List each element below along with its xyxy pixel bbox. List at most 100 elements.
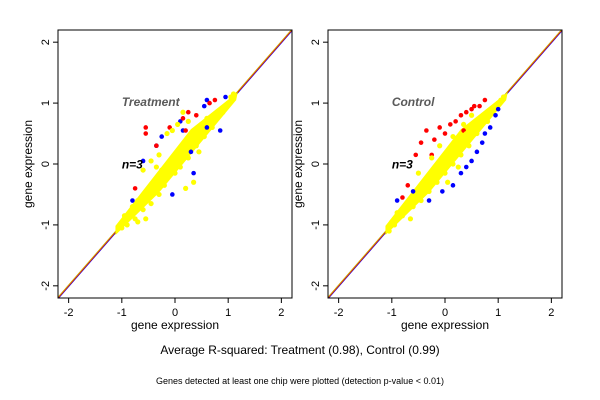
control-y-tick-label: -2 [310,281,322,291]
treatment-y-tick-label: 0 [40,161,52,167]
treatment-red-point [193,112,199,118]
treatment-yellow-point [209,124,215,131]
treatment-yellow-point [201,133,207,140]
treatment-yellow-point [119,225,125,231]
control-blue-point [469,158,474,164]
treatment-red-point [183,128,188,133]
treatment-yellow-point [191,179,197,185]
control-yellow-point [500,94,507,100]
treatment-yellow-point [151,179,157,185]
control-blue-point [493,112,498,118]
treatment-yellow-point [167,161,173,167]
control-yellow-point [431,167,437,173]
control-y-axis-label: gene expression [291,120,305,208]
control-panel: -2 -1 0 1 2 -2 -1 0 1 2 gene expression gene expres… [291,29,563,332]
control-red-point [477,103,482,109]
control-yellow-point [439,158,445,164]
treatment-yellow-point [129,204,136,210]
treatment-yellow-point [153,164,159,170]
treatment-yellow-point [175,152,181,158]
control-yellow-point [466,143,472,149]
control-y-tick-label: 1 [310,100,322,106]
treatment-yellow-point [185,118,191,124]
control-red-point [424,128,429,133]
treatment-yellow-point [183,185,189,191]
control-yellow-point [418,197,424,204]
treatment-blue-point [204,125,210,130]
control-yellow-point [447,149,453,155]
control-yellow-point [458,152,464,158]
treatment-red-point [212,97,218,103]
treatment-blue-point [188,149,194,155]
control-blue-point [495,106,501,112]
control-red-point [482,97,488,103]
treatment-red-point [143,125,149,130]
control-yellow-point [429,155,435,161]
treatment-x-tick-label: 0 [172,307,178,319]
treatment-yellow-point [140,207,146,213]
control-yellow-point [442,170,448,176]
treatment-red-point [132,186,138,191]
control-red-point [400,195,405,200]
treatment-y-axis-label: gene expression [21,120,35,208]
treatment-yellow-point [156,152,162,158]
treatment-x-tick-label: 2 [278,307,284,319]
control-red-point [471,103,477,109]
treatment-yellow-point [220,109,226,115]
treatment-yellow-point [193,143,199,149]
control-red-point [448,122,453,127]
treatment-blue-point [191,170,196,176]
control-blue-point [482,131,488,136]
treatment-yellow-point [196,149,202,155]
control-red-point [442,131,448,136]
control-yellow-point [399,213,406,219]
control-blue-point [426,198,432,203]
treatment-yellow-point [148,200,154,207]
control-red-point [418,140,424,145]
control-yellow-point [455,140,461,146]
treatment-yellow-point [121,213,128,219]
treatment-y-tick-label: -2 [40,281,52,291]
control-x-tick-label: 2 [548,307,554,319]
control-blue-point [410,189,416,194]
control-x-tick-label: 0 [442,307,448,319]
control-yellow-point [426,188,432,195]
control-panel-title: Control [392,95,435,109]
treatment-yellow-point [135,219,141,225]
control-blue-point [450,183,456,188]
treatment-red-point [154,143,159,149]
average-r-squared-caption: Average R-squared: Treatment (0.98), Con… [160,343,440,357]
control-red-point [405,183,411,188]
control-red-point [453,119,458,124]
control-yellow-point [434,179,440,185]
control-red-point [413,152,419,158]
treatment-yellow-point [145,188,152,195]
control-blue-point [458,170,464,176]
treatment-blue-point [130,198,135,203]
control-yellow-point [455,164,461,170]
control-red-point [458,112,464,118]
treatment-panel: -2 -1 0 1 2 -2 -1 0 1 2 gene expression gene expres… [21,29,293,332]
control-yellow-point [394,210,400,216]
treatment-yellow-point [185,155,191,161]
treatment-blue-point [204,97,210,103]
treatment-y-tick-label: 2 [40,39,52,45]
treatment-yellow-point [172,170,178,176]
treatment-blue-point [223,94,228,100]
treatment-x-axis-label: gene expression [131,318,219,332]
treatment-blue-point [170,192,175,197]
control-x-axis-label: gene expression [401,318,489,332]
control-yellow-point [410,204,416,210]
treatment-red-point [143,131,149,136]
control-yellow-point [415,170,422,176]
control-yellow-point [386,228,392,234]
treatment-yellow-point [159,167,165,173]
control-red-point [432,137,437,142]
control-red-point [469,106,474,112]
control-blue-point [487,125,493,130]
control-x-tick-label: -1 [387,307,397,319]
treatment-yellow-point [225,100,231,106]
control-yellow-point [391,222,398,228]
treatment-yellow-point [140,167,146,173]
treatment-yellow-point [204,115,210,121]
